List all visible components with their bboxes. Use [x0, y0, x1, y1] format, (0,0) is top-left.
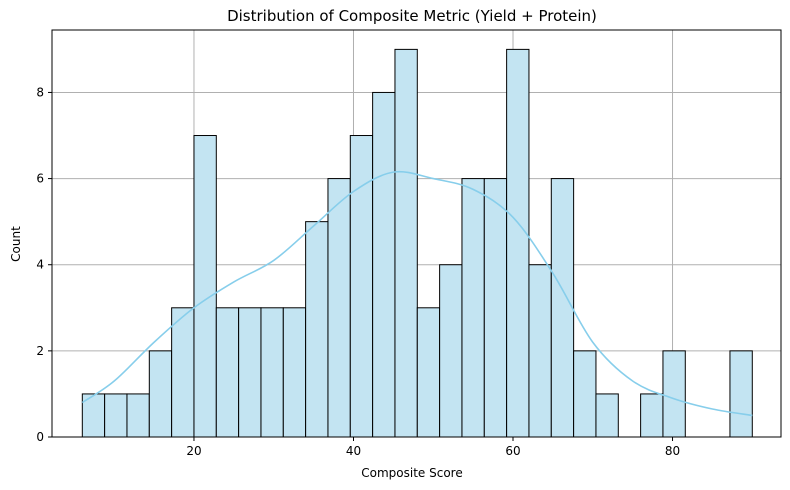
histogram-bar: [439, 264, 463, 438]
histogram-bar: [394, 48, 418, 438]
histogram-bar: [573, 350, 597, 438]
kde-curve-group: [81, 170, 753, 417]
x-axis-ticks: 20 40 60 80: [186, 437, 680, 458]
x-tick-label: 40: [346, 444, 361, 458]
histogram-bar: [215, 307, 240, 438]
x-axis-label: Composite Score: [361, 466, 462, 480]
y-tick-label: 6: [36, 172, 44, 186]
chart-title: Distribution of Composite Metric (Yield …: [227, 7, 597, 25]
y-tick-label: 8: [36, 85, 44, 99]
histogram-bar: [595, 393, 619, 438]
histogram-bar: [193, 135, 217, 438]
plot-frame: [51, 29, 782, 438]
histogram-bar: [550, 178, 575, 438]
histogram-bar: [528, 264, 552, 438]
histogram-bar: [282, 307, 307, 438]
y-axis-label: Count: [9, 226, 23, 262]
histogram-bar: [416, 307, 441, 438]
histogram-bar: [238, 307, 262, 438]
kde-curve: [81, 170, 753, 417]
histogram-bar: [506, 48, 530, 438]
histogram-bar: [349, 135, 374, 438]
histogram-bar: [461, 178, 485, 438]
histogram-bar: [729, 350, 753, 438]
histogram-bar: [662, 350, 686, 438]
y-tick-label: 4: [36, 258, 44, 272]
x-tick-label: 20: [186, 444, 201, 458]
histogram-bar: [104, 393, 128, 438]
histogram-bar: [372, 91, 396, 438]
histogram-bar: [327, 178, 351, 438]
histogram-bar: [171, 307, 195, 438]
y-tick-label: 0: [36, 430, 44, 444]
histogram-bar: [305, 221, 329, 438]
histogram-bar: [640, 393, 664, 438]
histogram-bar: [148, 350, 173, 438]
histogram-bar: [483, 178, 508, 438]
x-tick-label: 60: [505, 444, 520, 458]
y-axis-ticks: 0 2 4 6 8: [36, 85, 52, 444]
y-tick-label: 2: [36, 344, 44, 358]
histogram-bar: [260, 307, 284, 438]
histogram-bar: [126, 393, 150, 438]
x-tick-label: 80: [665, 444, 680, 458]
histogram-bars: [81, 48, 753, 438]
